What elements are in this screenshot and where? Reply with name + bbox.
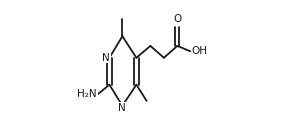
Text: H₂N: H₂N <box>78 89 97 99</box>
Text: O: O <box>173 14 181 24</box>
Text: OH: OH <box>191 46 207 56</box>
Text: N: N <box>102 53 110 63</box>
Text: N: N <box>118 103 126 113</box>
